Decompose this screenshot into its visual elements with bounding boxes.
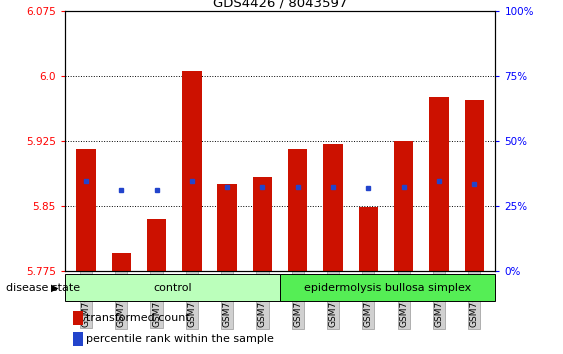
Bar: [76, 149, 96, 271]
Bar: [73, 312, 83, 325]
Text: transformed count: transformed count: [86, 313, 190, 323]
Bar: [323, 144, 343, 271]
Bar: [111, 253, 131, 271]
Text: control: control: [153, 282, 192, 293]
Bar: [464, 100, 484, 271]
Title: GDS4426 / 8043597: GDS4426 / 8043597: [213, 0, 347, 10]
Bar: [182, 72, 202, 271]
Bar: [217, 184, 237, 271]
Bar: [73, 332, 83, 346]
Bar: [429, 97, 449, 271]
Text: disease state: disease state: [6, 282, 80, 293]
FancyBboxPatch shape: [280, 274, 495, 301]
Text: ▶: ▶: [51, 282, 58, 293]
FancyBboxPatch shape: [65, 274, 280, 301]
Bar: [253, 177, 272, 271]
Bar: [394, 141, 413, 271]
Text: percentile rank within the sample: percentile rank within the sample: [86, 334, 274, 344]
Bar: [147, 219, 166, 271]
Text: epidermolysis bullosa simplex: epidermolysis bullosa simplex: [304, 282, 471, 293]
Bar: [288, 149, 307, 271]
Bar: [359, 207, 378, 271]
